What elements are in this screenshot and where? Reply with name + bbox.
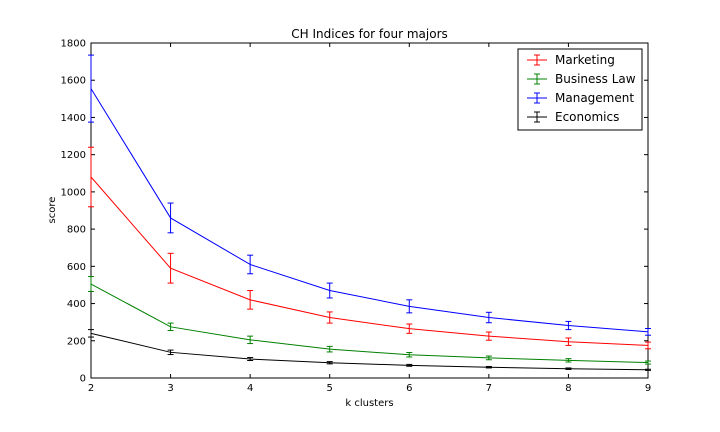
legend: Marketing Business Law Management Economics: [517, 48, 643, 131]
y-tick-label: 800: [67, 225, 86, 236]
x-tick-label: 6: [406, 383, 412, 394]
x-tick-label: 7: [486, 383, 492, 394]
legend-label-business-law: Business Law: [555, 72, 636, 86]
plot-area: 2 3 4 5 6 7 8 9 0 200 400 600 800 1000 1200 1400 1600 180…: [61, 39, 652, 395]
y-tick-label: 1000: [61, 187, 86, 198]
legend-label-management: Management: [555, 91, 634, 105]
x-tick-label: 3: [167, 383, 173, 394]
y-tick-label: 600: [67, 262, 86, 273]
series-line-marketing: [90, 176, 649, 346]
series-line-management: [90, 88, 649, 333]
series-line-business-law: [90, 283, 649, 364]
y-tick-label: 0: [80, 374, 86, 385]
legend-label-marketing: Marketing: [555, 53, 615, 67]
y-tick-label: 1600: [61, 76, 86, 87]
y-tick-label: 1400: [61, 113, 86, 124]
plot-frame: [90, 42, 649, 379]
x-axis-label: k clusters: [345, 398, 393, 409]
y-tick-label: 200: [67, 336, 86, 347]
x-tick-label: 8: [565, 383, 571, 394]
x-tick-label: 4: [247, 383, 253, 394]
legend-entry-economics: Economics: [527, 110, 619, 124]
y-tick-label: 1200: [61, 150, 86, 161]
x-tick-label: 9: [645, 383, 651, 394]
series-line-economics: [90, 332, 649, 371]
y-axis-label: score: [47, 197, 58, 224]
legend-label-economics: Economics: [555, 110, 619, 124]
y-tick-label: 400: [67, 299, 86, 310]
legend-entry-marketing: Marketing: [527, 53, 615, 67]
y-tick-label: 1800: [61, 39, 86, 50]
legend-entry-management: Management: [527, 91, 634, 105]
chart-title: CH Indices for four majors: [291, 27, 448, 41]
x-tick-label: 2: [88, 383, 94, 394]
x-tick-label: 5: [327, 383, 333, 394]
legend-entry-business-law: Business Law: [527, 72, 636, 86]
